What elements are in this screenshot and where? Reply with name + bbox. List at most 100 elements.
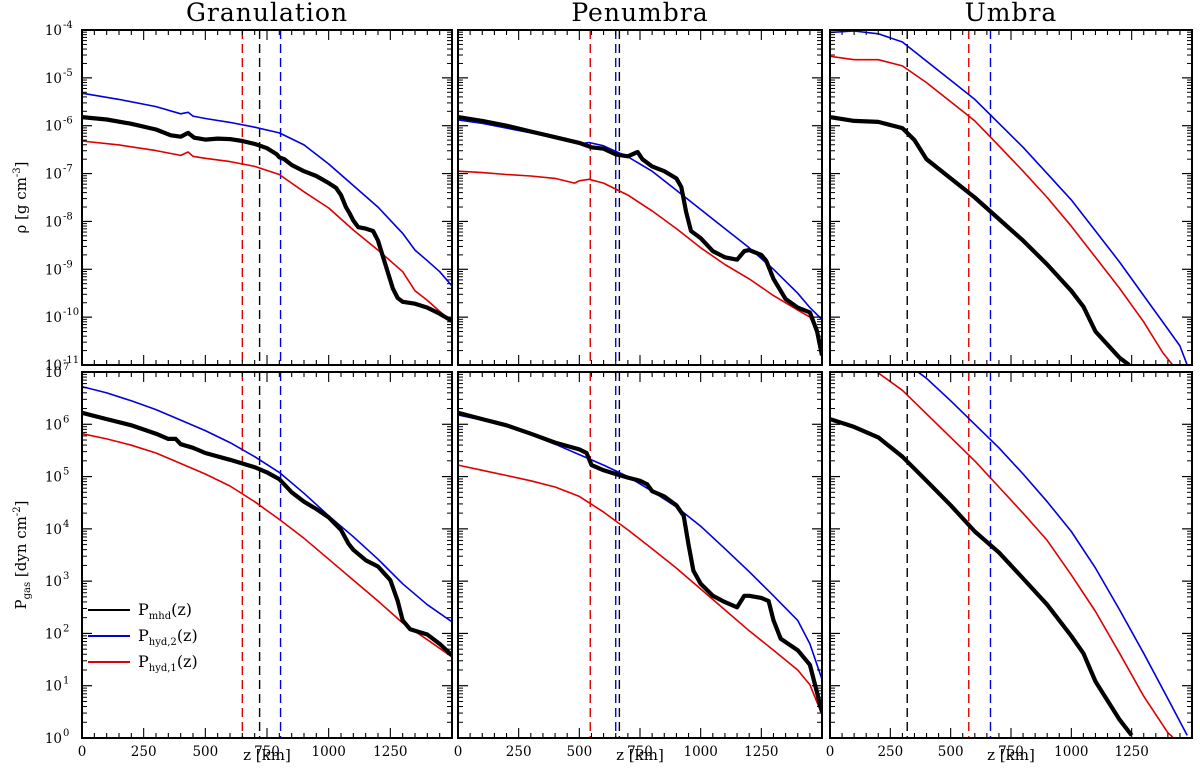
y-tick-exponent: 3 — [63, 571, 69, 582]
y-tick-label: 10 — [45, 731, 62, 747]
x-tick-label: 750 — [998, 744, 1024, 760]
series-hyd1 — [82, 140, 452, 323]
y-tick-exponent: 1 — [63, 676, 69, 687]
panel-umbra-rho — [829, 29, 1193, 366]
series-mhd — [458, 115, 822, 356]
x-axis-label: z [km] — [616, 746, 664, 764]
y-tick-label: 10 — [45, 522, 62, 538]
y-label-unit-end: ] — [12, 501, 30, 507]
series-hyd1 — [458, 170, 822, 354]
y-tick-exponent: 6 — [63, 414, 69, 425]
legend-sub: mhd — [149, 611, 172, 622]
y-tick-exponent: -7 — [63, 164, 73, 175]
series-hyd2 — [82, 385, 452, 623]
series-hyd2 — [458, 414, 822, 680]
series-mhd — [82, 115, 452, 323]
legend-label-2: Phyd,1(z) — [138, 652, 198, 674]
x-tick-label: 500 — [566, 744, 592, 760]
series-hyd1 — [830, 55, 1174, 365]
series-hyd1 — [82, 432, 452, 658]
x-tick-label: 1000 — [1054, 744, 1088, 760]
x-tick-label: 1000 — [683, 744, 717, 760]
y-tick-label: 10 — [45, 214, 62, 230]
series-hyd2 — [830, 30, 1188, 365]
column-title-granulation: Granulation — [186, 0, 348, 27]
y-tick-exponent: 2 — [63, 623, 69, 634]
x-tick-label: 0 — [78, 744, 87, 760]
x-tick-label: 0 — [826, 744, 835, 760]
series-mhd — [830, 115, 1131, 365]
legend-sub: hyd,1 — [149, 663, 177, 674]
series-hyd2 — [916, 372, 1188, 736]
x-tick-label: 750 — [254, 744, 280, 760]
y-axis-labels: ρ [g cm-3]Pgas [dyn cm-2] — [12, 161, 33, 609]
legend-label-0: Pmhd(z) — [138, 600, 192, 622]
y-tick-exponent: -10 — [63, 307, 79, 318]
y-tick-label: 10 — [45, 310, 62, 326]
x-tick-label: 250 — [131, 744, 157, 760]
panel-frame — [457, 29, 823, 366]
x-tick-label: 1250 — [1114, 744, 1148, 760]
y-tick-exponent: 7 — [63, 362, 69, 373]
y-tick-label: 10 — [45, 417, 62, 433]
legend-rest: (z) — [171, 600, 192, 619]
legend-sub: hyd,2 — [149, 637, 177, 648]
x-tick-label: 1250 — [373, 744, 407, 760]
y-label-unit-exp: -3 — [12, 167, 23, 177]
x-axis-label: z [km] — [987, 746, 1035, 764]
y-tick-exponent: -5 — [63, 68, 73, 79]
legend-base: P — [138, 600, 149, 619]
y-tick-label: 10 — [45, 23, 62, 39]
x-tick-label: 750 — [627, 744, 653, 760]
x-axis-label: z [km] — [243, 746, 291, 764]
x-tick-label: 1000 — [311, 744, 345, 760]
legend-base: P — [138, 626, 149, 645]
series-hyd1 — [458, 464, 822, 715]
y-tick-label: 10 — [45, 167, 62, 183]
y-tick-label: 10 — [45, 574, 62, 590]
panel-umbra-pgas: 0 250 500 750 1000 1250 z [km] — [826, 371, 1193, 764]
y-label-unit-exp: -2 — [12, 506, 23, 516]
column-title-penumbra: Penumbra — [571, 0, 708, 27]
series-hyd2 — [458, 119, 822, 321]
y-label-unit: [dyn cm — [12, 516, 30, 582]
y-tick-label: 10 — [45, 365, 62, 381]
y-label-sub: gas — [22, 582, 33, 600]
y-tick-exponent: 5 — [63, 467, 69, 478]
legend-base: P — [138, 652, 149, 671]
panel-penumbra-pgas: 0 250 500 750 1000 1250 z [km] — [454, 371, 823, 764]
y-tick-label: 10 — [45, 626, 62, 642]
panel-frame — [81, 29, 453, 366]
x-tick-label: 250 — [877, 744, 903, 760]
y-tick-label: 10 — [45, 119, 62, 135]
y-label-symbol: ρ — [12, 225, 30, 234]
series-mhd — [830, 417, 1134, 737]
y-label-unit: [g cm — [12, 177, 30, 225]
series-hyd1 — [875, 372, 1174, 738]
legend-label-1: Phyd,2(z) — [138, 626, 198, 648]
y-axis-label-pgas: Pgas [dyn cm-2] — [12, 501, 33, 610]
y-tick-exponent: -4 — [63, 20, 73, 31]
y-tick-exponent: -6 — [63, 116, 73, 127]
x-tick-label: 1250 — [744, 744, 778, 760]
x-tick-label: 500 — [938, 744, 964, 760]
series-mhd — [458, 410, 822, 713]
y-tick-exponent: 0 — [63, 728, 69, 739]
y-tick-label: 10 — [45, 679, 62, 695]
y-tick-label: 10 — [45, 470, 62, 486]
y-tick-exponent: -8 — [63, 211, 73, 222]
panel-penumbra-rho — [457, 29, 823, 366]
x-tick-label: 0 — [454, 744, 463, 760]
series-mhd — [82, 410, 452, 657]
y-tick-exponent: 4 — [63, 519, 69, 530]
panel-frame — [829, 371, 1193, 739]
y-tick-label: 10 — [45, 358, 62, 374]
legend-rest: (z) — [177, 652, 198, 671]
x-tick-label: 250 — [506, 744, 532, 760]
legend-rest: (z) — [177, 626, 198, 645]
y-tick-exponent: -11 — [63, 355, 79, 366]
